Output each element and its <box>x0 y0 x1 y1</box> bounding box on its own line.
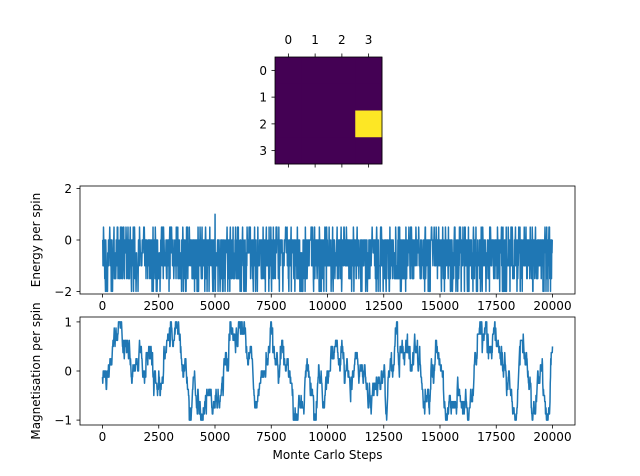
x-tick-label: 20000 <box>533 299 571 313</box>
x-tick-label: 15000 <box>421 299 459 313</box>
y-tick-label: 1 <box>64 315 72 329</box>
heatmap-cell <box>355 137 383 165</box>
x-tick-label: 10000 <box>308 430 346 444</box>
heatmap-y-tick-label: 2 <box>259 117 267 131</box>
heatmap-cell <box>301 137 329 165</box>
x-tick-label: 15000 <box>421 430 459 444</box>
heatmap-frame <box>274 56 383 165</box>
x-tick-label: 12500 <box>365 430 403 444</box>
heatmap-cell <box>328 137 356 165</box>
y-tick-label: −2 <box>54 285 72 299</box>
y-axis-label: Energy per spin <box>29 193 43 287</box>
heatmap-cell <box>301 57 329 85</box>
y-tick-label: 0 <box>64 365 72 379</box>
x-tick-label: 5000 <box>200 430 231 444</box>
x-tick-label: 10000 <box>308 299 346 313</box>
heatmap-y-tick-label: 0 <box>259 64 267 78</box>
x-tick-label: 0 <box>99 430 107 444</box>
x-tick-label: 17500 <box>477 299 515 313</box>
x-tick-label: 5000 <box>200 299 231 313</box>
y-tick-label: 2 <box>64 182 72 196</box>
energy-plot: 0 2500 5000 7500 10000 12500 15000 17500 20000 −2… <box>29 182 576 313</box>
heatmap-cell <box>355 57 383 85</box>
heatmap-x-tick-label: 3 <box>365 33 373 47</box>
x-tick-label: 2500 <box>143 299 174 313</box>
x-tick-label: 2500 <box>143 430 174 444</box>
heatmap-cell <box>301 110 329 138</box>
heatmap-x-tick-label: 0 <box>285 33 293 47</box>
heatmap-cell <box>328 83 356 111</box>
magnetisation-plot: 0 2500 5000 7500 10000 12500 15000 17500 20000−1… <box>29 302 576 462</box>
heatmap-cell <box>328 57 356 85</box>
x-tick-label: 7500 <box>256 430 287 444</box>
series-line <box>101 321 554 421</box>
x-tick-label: 20000 <box>533 430 571 444</box>
heatmap-y-tick-label: 1 <box>259 91 267 105</box>
heatmap-cell <box>275 57 303 85</box>
heatmap-y-tick-label: 3 <box>259 144 267 158</box>
heatmap-cell <box>355 110 383 138</box>
x-tick-label: 12500 <box>365 299 403 313</box>
heatmap-cell <box>275 110 303 138</box>
y-axis-label: Magnetisation per spin <box>29 302 43 439</box>
spin-lattice-heatmap: 0 1 2 3 0 1 2 3 <box>259 33 383 168</box>
x-axis-label: Monte Carlo Steps <box>273 448 383 462</box>
x-tick-label: 0 <box>99 299 107 313</box>
heatmap-cell <box>275 83 303 111</box>
heatmap-cell <box>355 83 383 111</box>
y-tick-label: −1 <box>54 414 72 428</box>
x-tick-label: 7500 <box>256 299 287 313</box>
heatmap-x-tick-label: 1 <box>311 33 319 47</box>
heatmap-cell <box>301 83 329 111</box>
series-line <box>102 213 553 293</box>
heatmap-x-tick-label: 2 <box>338 33 346 47</box>
x-tick-label: 17500 <box>477 430 515 444</box>
heatmap-cell <box>275 137 303 165</box>
heatmap-cell <box>328 110 356 138</box>
y-tick-label: 0 <box>64 234 72 248</box>
